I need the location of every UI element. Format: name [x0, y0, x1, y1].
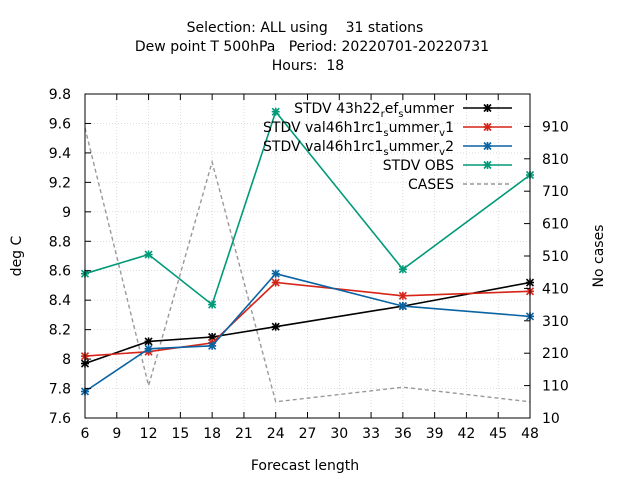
- data-point-3-3: [271, 107, 280, 116]
- data-point-1-4: [398, 291, 407, 300]
- y2-tick-label: 810: [542, 152, 569, 168]
- x-tick-label: 24: [267, 426, 285, 442]
- series-line-1: [84, 281, 531, 357]
- title-line-1: Selection: ALL using 31 stations: [187, 20, 424, 36]
- y2-tick-label: 310: [542, 314, 569, 330]
- y2-tick-label: 910: [542, 119, 569, 135]
- y2-tick-label: 410: [542, 281, 569, 297]
- y2-tick-label: 210: [542, 346, 569, 362]
- data-point-1-3: [271, 278, 280, 287]
- data-point-0-3: [271, 322, 280, 331]
- data-point-2-2: [208, 341, 217, 350]
- y-tick-label: 8.2: [49, 323, 71, 339]
- x-tick-label: 21: [235, 426, 253, 442]
- series-line-2: [84, 272, 531, 393]
- x-tick-label: 42: [458, 426, 476, 442]
- y2-tick-label: 610: [542, 217, 569, 233]
- y-tick-label: 9.8: [49, 87, 71, 103]
- legend-marker-1: [483, 122, 492, 132]
- legend-label-3: STDV OBS: [383, 158, 454, 174]
- legend-marker-0: [483, 103, 492, 113]
- data-point-2-1: [144, 344, 153, 353]
- data-point-2-3: [271, 269, 280, 278]
- y-tick-label: 9.6: [49, 116, 71, 132]
- chart-title: Selection: ALL using 31 stations Dew poi…: [135, 20, 489, 74]
- y2-axis-label: No cases: [591, 225, 607, 288]
- x-tick-label: 39: [426, 426, 444, 442]
- y2-tick-label: 10: [542, 411, 560, 427]
- x-tick-label: 33: [362, 426, 380, 442]
- x-tick-label: 45: [489, 426, 507, 442]
- y-tick-label: 9.2: [49, 175, 71, 191]
- y-tick-label: 8.4: [49, 293, 71, 309]
- series-line-3: [84, 110, 531, 306]
- legend-label-0: STDV 43h22refsummer: [294, 101, 454, 120]
- series-line-0: [84, 281, 531, 365]
- title-line-2: Dew point T 500hPa Period: 20220701-2022…: [135, 39, 489, 55]
- data-point-2-4: [398, 302, 407, 311]
- x-tick-label: 48: [521, 426, 539, 442]
- y2-tick-label: 710: [542, 184, 569, 200]
- y-tick-label: 9: [62, 205, 71, 221]
- x-tick-label: 36: [394, 426, 412, 442]
- data-point-3-4: [398, 265, 407, 274]
- y-axis-label: deg C: [9, 235, 25, 276]
- grid: [84, 93, 531, 419]
- y-tick-label: 7.6: [49, 411, 71, 427]
- x-tick-label: 6: [81, 426, 90, 442]
- y-tick-label: 9.4: [49, 146, 71, 162]
- x-axis-label: Forecast length: [251, 458, 359, 474]
- legend-marker-2: [483, 141, 492, 151]
- axis-ticks: 6 9 12 15 18 21 24 27 30 33 36 39 42 45 48 7.6 7.8 8 8.2 8.…: [49, 87, 569, 442]
- x-tick-label: 15: [171, 426, 189, 442]
- y-tick-label: 8.8: [49, 234, 71, 250]
- x-tick-label: 18: [203, 426, 221, 442]
- legend-label-2: STDV val46h1rc1summerv2: [263, 139, 454, 158]
- x-tick-label: 9: [112, 426, 121, 442]
- legend-label-4: CASES: [408, 177, 454, 193]
- x-tick-label: 27: [299, 426, 317, 442]
- y2-tick-label: 110: [542, 379, 569, 395]
- y2-tick-label: 510: [542, 249, 569, 265]
- legend-marker-3: [483, 160, 492, 170]
- legend-label-1: STDV val46h1rc1summerv1: [263, 120, 454, 139]
- y-tick-label: 7.8: [49, 382, 71, 398]
- x-tick-label: 30: [330, 426, 348, 442]
- data-point-0-1: [144, 337, 153, 346]
- y-tick-label: 8.6: [49, 264, 71, 280]
- y-tick-label: 8: [62, 352, 71, 368]
- data-point-3-2: [208, 300, 217, 309]
- title-line-3: Hours: 18: [272, 58, 344, 74]
- data-point-3-1: [144, 250, 153, 259]
- x-tick-label: 12: [140, 426, 158, 442]
